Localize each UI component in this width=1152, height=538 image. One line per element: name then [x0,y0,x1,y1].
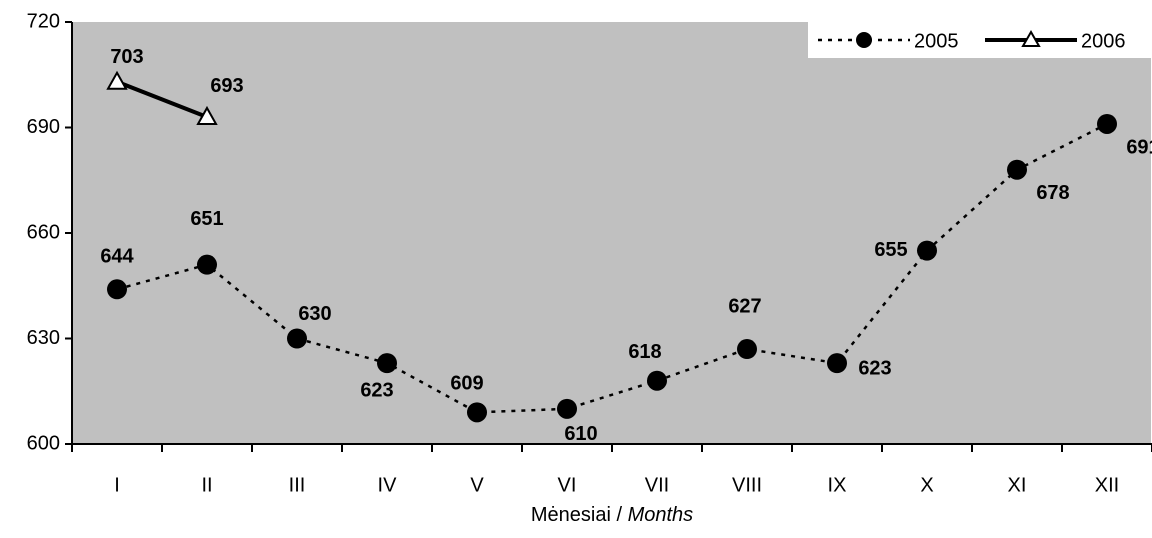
data-label: 651 [190,208,223,230]
legend-label: 2005 [914,30,959,52]
x-axis-label: Mėnesiai / Months [531,504,693,526]
x-label-en: Months [628,504,694,526]
x-tick-label: IX [828,474,847,496]
y-tick-label: 720 [27,10,60,32]
point [827,353,847,374]
data-label: 623 [360,379,393,401]
data-label: 623 [858,357,891,379]
data-label: 630 [298,303,331,325]
point [196,105,218,125]
legend-marker [856,32,872,48]
y-tick-label: 630 [27,327,60,349]
point [737,339,757,360]
point [917,240,937,261]
data-label: 678 [1036,182,1069,204]
point [107,279,127,300]
x-tick-label: VI [558,474,577,496]
x-tick-label: V [470,474,484,496]
x-tick-label: II [201,474,212,496]
legend-marker [1021,29,1041,47]
x-tick-label: IV [378,474,398,496]
point [106,70,128,90]
point [467,402,487,423]
x-tick-label: VII [645,474,669,496]
legend-label: 2006 [1081,30,1126,52]
y-tick-label: 600 [27,432,60,454]
x-tick-label: XII [1095,474,1119,496]
data-label: 655 [874,239,907,261]
data-label: 618 [628,341,661,363]
point [377,353,397,374]
y-tick-label: 660 [27,221,60,243]
x-tick-label: III [289,474,306,496]
point [1097,113,1117,134]
y-tick-label: 690 [27,116,60,138]
series-line [116,79,208,119]
point [1007,159,1027,180]
data-label: 610 [564,423,597,445]
data-label: 609 [450,373,483,395]
point [647,370,667,391]
point [287,328,307,349]
series-line [116,122,1108,414]
plot-area [72,22,1151,444]
data-label: 644 [100,246,134,268]
x-label-lt: Mėnesiai / [531,504,623,526]
data-label: 693 [210,75,243,97]
data-label: 627 [728,295,761,317]
point [197,254,217,275]
x-tick-label: VIII [732,474,762,496]
data-label: 691 [1126,136,1152,158]
data-label: 703 [110,46,143,68]
x-tick-label: XI [1008,474,1027,496]
point [557,398,577,419]
x-tick-label: X [920,474,933,496]
x-tick-label: I [114,474,120,496]
